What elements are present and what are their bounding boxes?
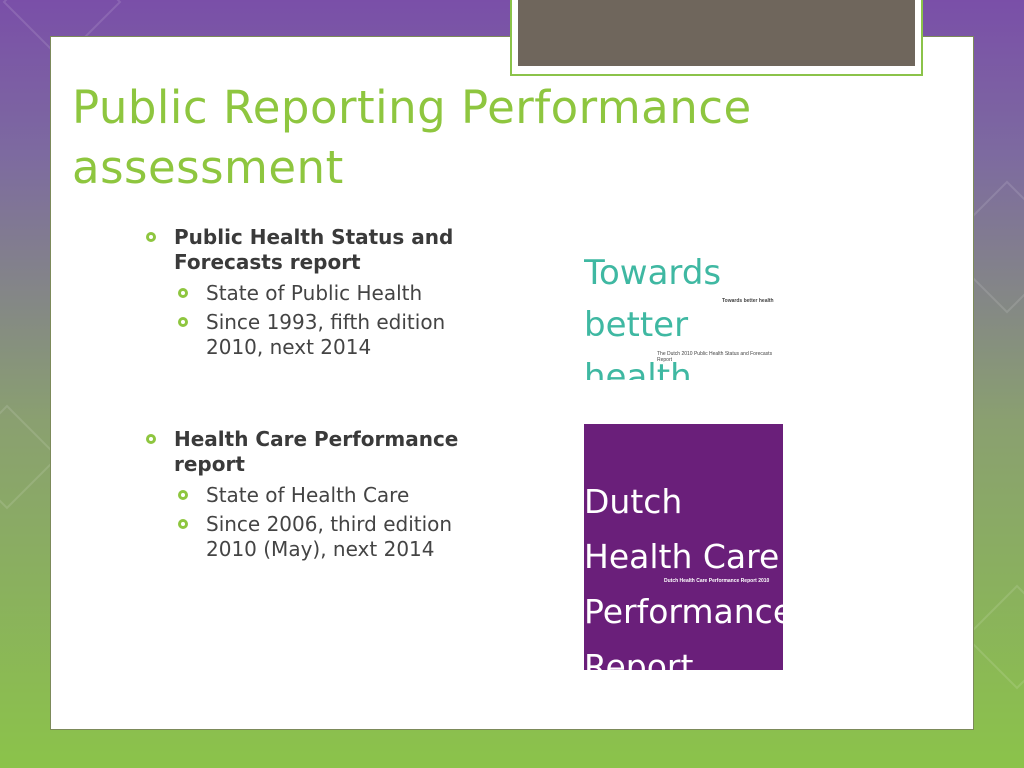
cover-title: Towards better health [584, 253, 722, 380]
bullet-circle-icon [178, 288, 188, 298]
bullet-circle-icon [178, 490, 188, 500]
slide-title-line2: assessment [72, 141, 344, 194]
bullet-circle-icon [146, 232, 156, 242]
bullet-heading: Public Health Status and Forecasts repor… [144, 225, 524, 275]
slide-title-line1: Public Reporting Performance [72, 81, 752, 134]
cover-small-subtitle: The Dutch 2010 Public Health Status and … [657, 351, 773, 363]
report-cover-health-care: Dutch Health Care Performance Report Dut… [584, 424, 783, 670]
bullet-heading: Health Care Performance report [144, 427, 524, 477]
bullet-circle-icon [146, 434, 156, 444]
slide-content [51, 37, 973, 729]
sub-bullet: State of Health Care [144, 483, 524, 508]
bullet-list-health-care: Health Care Performance report State of … [144, 427, 524, 562]
sub-bullet: Since 2006, third edition 2010 (May), ne… [144, 512, 524, 562]
bullet-circle-icon [178, 519, 188, 529]
report-cover-public-health: Towards better health Towards better hea… [584, 247, 782, 380]
bullet-circle-icon [178, 317, 188, 327]
cover-small-title: Dutch Health Care Performance Report 201… [664, 578, 770, 584]
sub-bullet: State of Public Health [144, 281, 524, 306]
cover-title: Dutch Health Care Performance Report [584, 482, 783, 670]
sub-bullet: Since 1993, fifth edition 2010, next 201… [144, 310, 524, 360]
cover-small-title: Towards better health [722, 298, 774, 304]
bullet-list-public-health: Public Health Status and Forecasts repor… [144, 225, 524, 360]
slide-frame-photo-area [518, 0, 915, 66]
background-pattern [964, 584, 1024, 690]
slide-title: Public Reporting Performance assessment [72, 78, 752, 198]
